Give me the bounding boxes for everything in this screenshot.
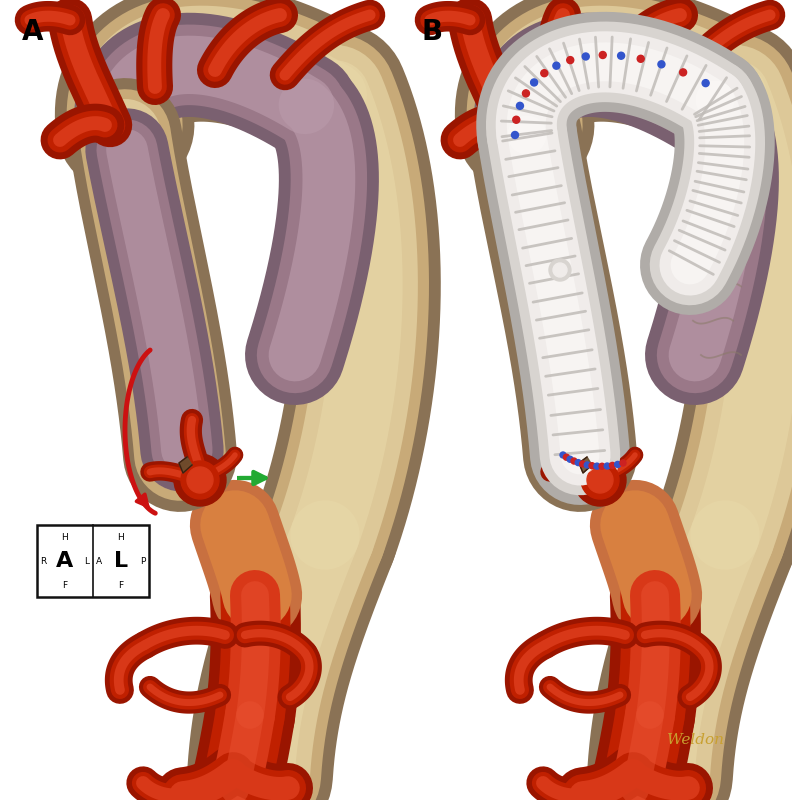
Circle shape <box>512 116 520 123</box>
Text: H: H <box>62 533 68 542</box>
Circle shape <box>600 51 606 58</box>
Text: B: B <box>422 18 444 46</box>
Text: H: H <box>118 533 124 542</box>
Circle shape <box>512 131 519 138</box>
Circle shape <box>584 462 590 468</box>
Circle shape <box>553 263 567 277</box>
Text: P: P <box>140 557 146 566</box>
Circle shape <box>563 454 569 460</box>
Circle shape <box>516 102 524 110</box>
Text: F: F <box>119 581 124 590</box>
FancyBboxPatch shape <box>37 525 149 597</box>
Circle shape <box>615 462 621 467</box>
Polygon shape <box>579 457 592 473</box>
Circle shape <box>594 463 600 469</box>
Circle shape <box>567 456 573 462</box>
Text: A: A <box>22 18 44 46</box>
Circle shape <box>618 52 625 59</box>
Text: L: L <box>85 557 89 566</box>
Circle shape <box>581 461 619 499</box>
Circle shape <box>567 57 573 63</box>
Circle shape <box>680 69 687 76</box>
Circle shape <box>553 62 560 69</box>
Text: R: R <box>40 557 46 566</box>
Circle shape <box>523 90 529 97</box>
Polygon shape <box>179 457 192 473</box>
Circle shape <box>580 461 585 467</box>
Text: A: A <box>96 557 102 566</box>
Circle shape <box>703 80 709 86</box>
Circle shape <box>560 452 566 458</box>
Text: F: F <box>63 581 67 590</box>
Circle shape <box>541 70 548 77</box>
Circle shape <box>531 79 538 86</box>
Circle shape <box>599 463 605 470</box>
Circle shape <box>589 462 595 469</box>
Text: A: A <box>56 551 74 571</box>
Circle shape <box>187 467 213 493</box>
Circle shape <box>658 61 665 68</box>
Circle shape <box>549 259 571 281</box>
Circle shape <box>174 454 226 506</box>
Circle shape <box>587 467 613 493</box>
Text: Weldon: Weldon <box>667 733 724 747</box>
Circle shape <box>181 461 219 499</box>
Circle shape <box>609 462 615 469</box>
Circle shape <box>575 460 581 466</box>
Circle shape <box>620 460 626 466</box>
Circle shape <box>571 458 577 464</box>
Circle shape <box>582 53 589 60</box>
Circle shape <box>604 463 610 469</box>
Circle shape <box>638 55 644 62</box>
Text: L: L <box>114 551 128 571</box>
Circle shape <box>574 454 626 506</box>
